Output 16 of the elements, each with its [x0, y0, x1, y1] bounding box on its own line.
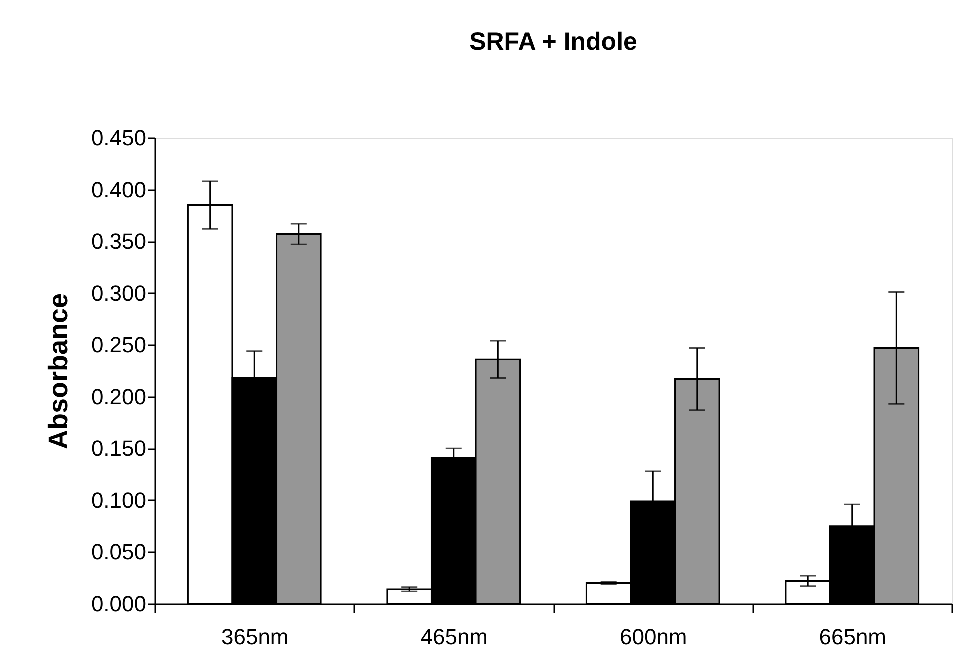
y-tick-label: 0.100	[91, 488, 146, 513]
y-tick-label: 0.000	[91, 592, 146, 616]
y-tick-label: 0.050	[91, 540, 146, 565]
y-tick-label: 0.400	[91, 177, 146, 202]
y-tick-label: 0.200	[91, 384, 146, 410]
y-tick-label: 0.250	[91, 332, 146, 358]
y-tick-label: 0.350	[91, 229, 146, 254]
x-tick-label: 665nm	[819, 624, 887, 650]
y-tick-label: 0.150	[91, 436, 146, 462]
x-tick-label: 600nm	[620, 624, 688, 650]
chart-title: SRFA + Indole	[470, 28, 638, 56]
y-axis-title: Absorbance	[43, 293, 74, 450]
y-tick-label: 0.300	[91, 280, 146, 306]
y-tick-label: 0.450	[91, 126, 146, 150]
x-tick-label: 365nm	[221, 624, 289, 650]
x-tick-label: 465nm	[420, 624, 488, 650]
